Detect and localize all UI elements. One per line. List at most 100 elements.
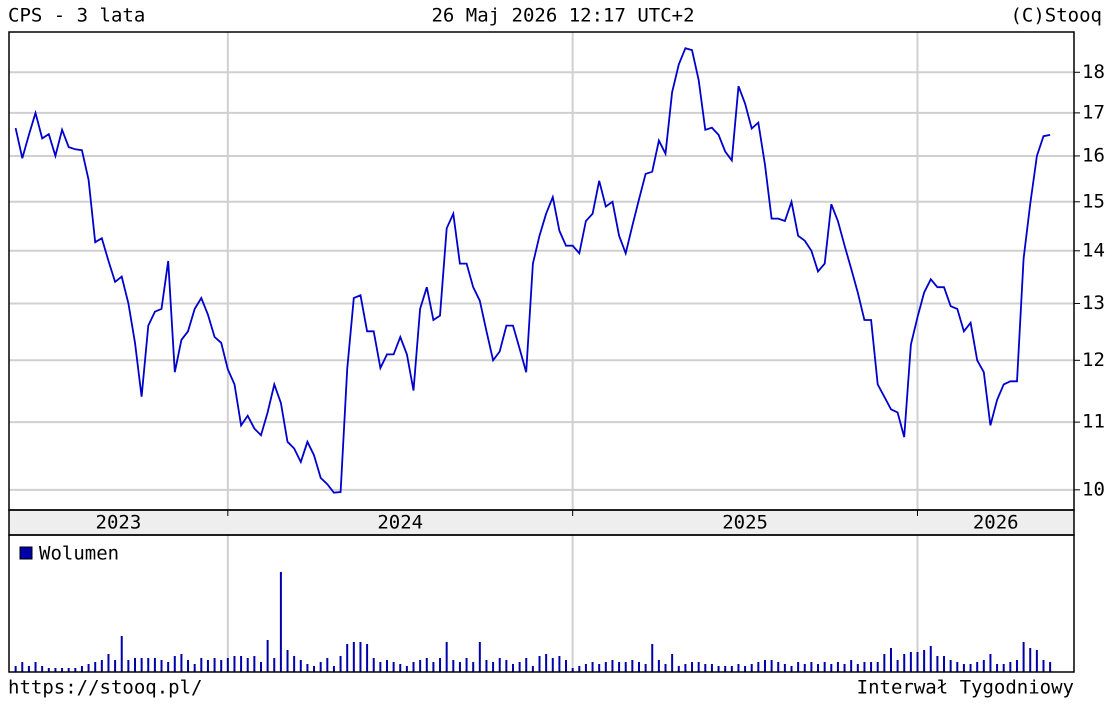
volume-bar xyxy=(399,664,402,672)
volume-bar xyxy=(240,656,243,672)
volume-bar xyxy=(147,658,150,672)
volume-bar xyxy=(604,662,607,672)
volume-bar xyxy=(392,662,395,672)
y-tick-label: 11 xyxy=(1082,411,1105,433)
volume-bar xyxy=(200,658,203,672)
volume-bar xyxy=(982,660,985,672)
volume-bar xyxy=(1009,662,1012,672)
volume-bar xyxy=(61,668,64,672)
volume-bar xyxy=(206,660,209,672)
volume-bar xyxy=(352,642,355,672)
volume-bar xyxy=(565,660,568,672)
volume-bar xyxy=(419,660,422,672)
volume-bar xyxy=(571,668,574,672)
volume-bar xyxy=(976,662,979,672)
volume-bar xyxy=(167,662,170,672)
volume-bar xyxy=(14,666,17,672)
volume-bar xyxy=(41,666,44,672)
volume-bar xyxy=(452,660,455,672)
volume-bar xyxy=(21,662,24,672)
volume-bar xyxy=(923,650,926,672)
volume-bar xyxy=(657,660,660,672)
volume-bar xyxy=(757,662,760,672)
header-center: 26 Maj 2026 12:17 UTC+2 xyxy=(431,5,694,27)
volume-bar xyxy=(843,664,846,672)
volume-bar xyxy=(770,660,773,672)
volume-bar xyxy=(531,666,534,672)
volume-bar xyxy=(27,666,30,672)
volume-bar xyxy=(299,660,302,672)
volume-bar xyxy=(618,662,621,672)
volume-bar xyxy=(465,658,468,672)
volume-bar xyxy=(551,658,554,672)
volume-bar xyxy=(810,662,813,672)
volume-bar xyxy=(346,644,349,672)
volume-bar xyxy=(691,662,694,672)
y-tick-label: 10 xyxy=(1082,478,1105,500)
volume-bar xyxy=(306,664,309,672)
x-tick-label: 2026 xyxy=(973,512,1019,534)
volume-frame xyxy=(8,534,1075,673)
volume-bar xyxy=(949,660,952,672)
volume-bar xyxy=(266,640,269,672)
volume-bar xyxy=(94,662,97,672)
volume-bar xyxy=(319,662,322,672)
volume-bar xyxy=(67,668,70,672)
volume-bar xyxy=(704,664,707,672)
volume-bar xyxy=(783,664,786,672)
volume-bar xyxy=(359,642,362,672)
volume-bar xyxy=(74,668,77,672)
volume-bar xyxy=(511,664,514,672)
volume-bar xyxy=(724,666,727,672)
volume-bar xyxy=(1022,642,1025,672)
volume-bar xyxy=(611,660,614,672)
volume-bar xyxy=(1042,660,1045,672)
volume-bar xyxy=(187,660,190,672)
y-tick-label: 14 xyxy=(1082,239,1105,261)
volume-bar xyxy=(631,660,634,672)
volume-bar xyxy=(710,664,713,672)
volume-bar xyxy=(962,664,965,672)
price-line xyxy=(14,47,1051,494)
volume-bar xyxy=(909,652,912,672)
volume-bar xyxy=(492,662,495,672)
volume-bar xyxy=(458,662,461,672)
volume-bar xyxy=(1015,660,1018,672)
volume-bar xyxy=(339,656,342,672)
volume-bar xyxy=(538,656,541,672)
volume-bar xyxy=(797,662,800,672)
x-tick-label: 2024 xyxy=(377,512,423,534)
footer-left: https://stooq.pl/ xyxy=(8,677,202,699)
volume-bar xyxy=(836,662,839,672)
volume-bar xyxy=(273,658,276,672)
volume-bar xyxy=(996,664,999,672)
volume-bar xyxy=(903,654,906,672)
volume-bar xyxy=(127,660,130,672)
volume-bar xyxy=(671,654,674,672)
volume-bar xyxy=(744,666,747,672)
volume-bar xyxy=(1049,662,1052,672)
volume-bar xyxy=(80,666,83,672)
volume-bar xyxy=(120,636,123,672)
volume-bar xyxy=(259,662,262,672)
volume-bar xyxy=(896,660,899,672)
volume-bar xyxy=(100,660,103,672)
volume-bar xyxy=(870,662,873,672)
volume-bar xyxy=(637,662,640,672)
volume-bar xyxy=(47,668,50,672)
volume-bar xyxy=(439,658,442,672)
volume-bar xyxy=(478,642,481,672)
volume-bar xyxy=(107,654,110,672)
volume-bar xyxy=(160,660,163,672)
volume-bar xyxy=(876,662,879,672)
volume-bar xyxy=(624,662,627,672)
volume-bar xyxy=(916,652,919,672)
volume-bar xyxy=(153,658,156,672)
volume-bar xyxy=(213,658,216,672)
volume-bar xyxy=(472,662,475,672)
header-right: (C)Stooq xyxy=(1010,5,1102,27)
volume-bar xyxy=(379,662,382,672)
volume-bar xyxy=(1029,648,1032,672)
volume-bar xyxy=(233,656,236,672)
volume-bar xyxy=(220,660,223,672)
